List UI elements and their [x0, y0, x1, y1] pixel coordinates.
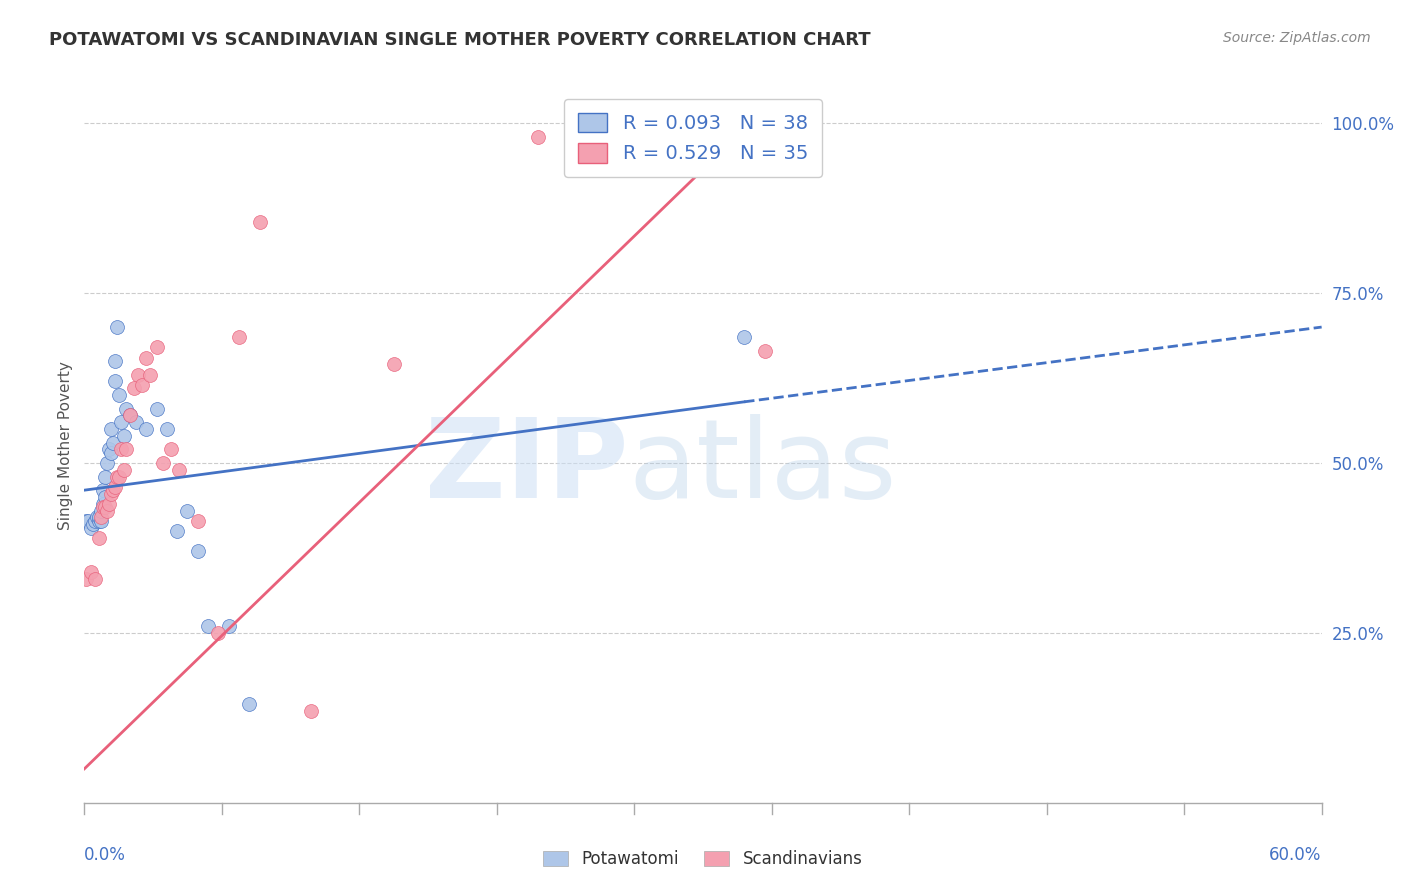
Text: atlas: atlas	[628, 414, 897, 521]
Point	[238, 698, 260, 712]
Text: Source: ZipAtlas.com: Source: ZipAtlas.com	[1223, 31, 1371, 45]
Point	[112, 463, 135, 477]
Point	[87, 510, 110, 524]
Point	[127, 368, 149, 382]
Text: 60.0%: 60.0%	[1270, 846, 1322, 863]
Point	[90, 514, 112, 528]
Point	[135, 422, 157, 436]
Point	[104, 354, 127, 368]
Point	[249, 215, 271, 229]
Point	[299, 704, 322, 718]
Point	[75, 514, 97, 528]
Point	[114, 442, 136, 457]
Point	[100, 446, 122, 460]
Point	[139, 368, 162, 382]
Point	[527, 129, 550, 144]
Point	[145, 401, 167, 416]
Point	[187, 544, 209, 558]
Point	[91, 483, 114, 498]
Point	[91, 497, 114, 511]
Point	[145, 341, 167, 355]
Point	[105, 469, 128, 483]
Point	[100, 422, 122, 436]
Point	[197, 619, 219, 633]
Point	[91, 500, 114, 515]
Point	[94, 500, 117, 515]
Point	[104, 480, 127, 494]
Point	[754, 343, 776, 358]
Point	[152, 456, 174, 470]
Point	[86, 510, 108, 524]
Point	[112, 429, 135, 443]
Point	[77, 514, 100, 528]
Point	[98, 442, 121, 457]
Point	[94, 469, 117, 483]
Point	[110, 442, 132, 457]
Y-axis label: Single Mother Poverty: Single Mother Poverty	[58, 361, 73, 531]
Point	[733, 330, 755, 344]
Point	[207, 626, 229, 640]
Point	[105, 320, 128, 334]
Point	[90, 503, 112, 517]
Point	[108, 388, 131, 402]
Point	[83, 572, 105, 586]
Point	[110, 415, 132, 429]
Point	[108, 469, 131, 483]
Point	[118, 409, 141, 423]
Point	[103, 483, 125, 498]
Point	[122, 381, 145, 395]
Point	[187, 514, 209, 528]
Point	[90, 510, 112, 524]
Point	[176, 503, 198, 517]
Point	[83, 514, 105, 528]
Point	[131, 377, 153, 392]
Point	[96, 503, 118, 517]
Point	[79, 565, 101, 579]
Point	[156, 422, 179, 436]
Point	[135, 351, 157, 365]
Point	[118, 409, 141, 423]
Point	[79, 520, 101, 534]
Point	[218, 619, 240, 633]
Point	[228, 330, 250, 344]
Point	[82, 517, 104, 532]
Point	[382, 358, 405, 372]
Point	[100, 486, 122, 500]
Point	[87, 514, 110, 528]
Point	[167, 463, 190, 477]
Point	[160, 442, 183, 457]
Point	[114, 401, 136, 416]
Point	[94, 490, 117, 504]
Legend: R = 0.093   N = 38, R = 0.529   N = 35: R = 0.093 N = 38, R = 0.529 N = 35	[564, 99, 821, 177]
Point	[125, 415, 148, 429]
Point	[104, 375, 127, 389]
Legend: Potawatomi, Scandinavians: Potawatomi, Scandinavians	[537, 844, 869, 875]
Point	[103, 435, 125, 450]
Point	[75, 572, 97, 586]
Text: POTAWATOMI VS SCANDINAVIAN SINGLE MOTHER POVERTY CORRELATION CHART: POTAWATOMI VS SCANDINAVIAN SINGLE MOTHER…	[49, 31, 870, 49]
Point	[87, 531, 110, 545]
Point	[166, 524, 188, 538]
Text: 0.0%: 0.0%	[84, 846, 127, 863]
Point	[98, 497, 121, 511]
Point	[96, 456, 118, 470]
Text: ZIP: ZIP	[426, 414, 628, 521]
